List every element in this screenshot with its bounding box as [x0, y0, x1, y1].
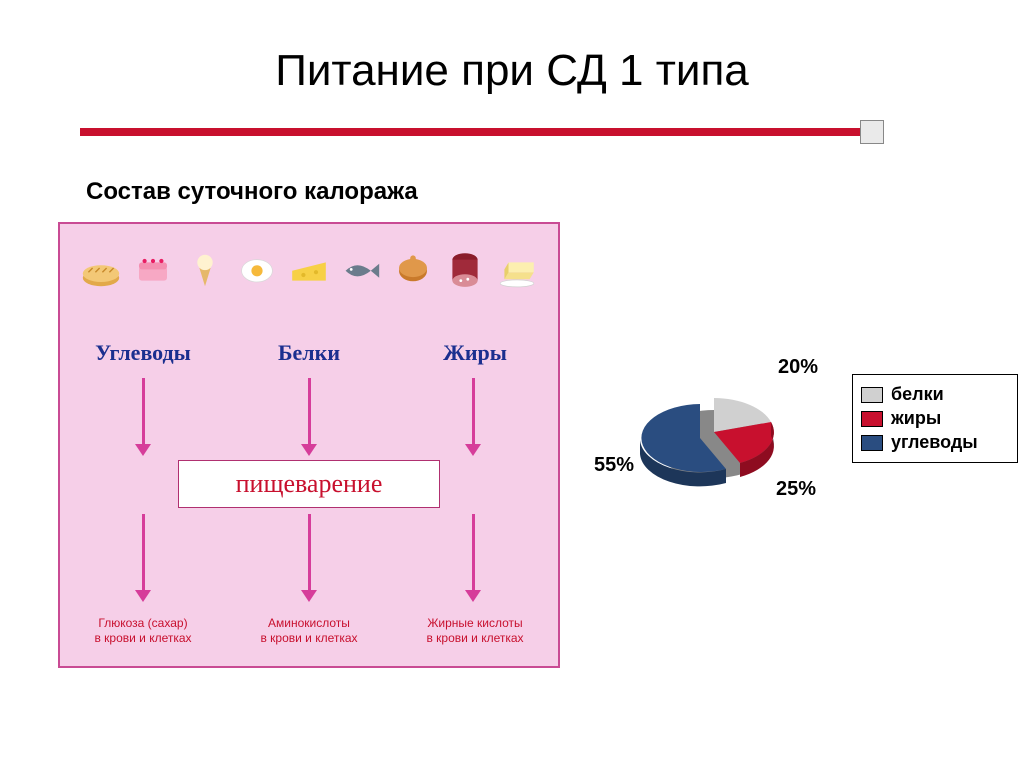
pie-label-carb: 55% — [594, 454, 634, 477]
legend-row-protein: белки — [861, 384, 1009, 405]
fish-icon — [340, 238, 382, 298]
subtitle: Состав суточного калоража — [86, 178, 418, 206]
output-carbs-line1: Глюкоза (сахар) — [98, 616, 187, 630]
output-row: Глюкоза (сахар) в крови и клетках Аминок… — [60, 616, 558, 646]
underline-cap — [860, 120, 884, 144]
legend-label-protein: белки — [891, 384, 944, 405]
macro-protein-label: Белки — [226, 340, 392, 366]
digestion-box: пищеварение — [178, 460, 440, 508]
icecream-icon — [184, 238, 226, 298]
output-protein-line1: Аминокислоты — [268, 616, 350, 630]
macro-fat-label: Жиры — [392, 340, 558, 366]
butter-icon — [496, 238, 538, 298]
food-row — [80, 238, 538, 320]
pie-chart — [622, 378, 786, 514]
sausage-icon — [444, 238, 486, 298]
slide-title: Питание при СД 1 типа — [0, 46, 1024, 96]
underline-bar — [80, 128, 860, 136]
pie-label-protein: 20% — [778, 356, 818, 379]
pie-svg — [622, 378, 786, 514]
output-carbs: Глюкоза (сахар) в крови и клетках — [60, 616, 226, 646]
egg-icon — [236, 238, 278, 298]
output-protein: Аминокислоты в крови и клетках — [226, 616, 392, 646]
panel-inner: Углеводы Белки Жиры пищеварение Глюк — [60, 224, 558, 666]
pie-label-fat: 25% — [776, 478, 816, 501]
arrow-col-carbs — [132, 374, 154, 624]
output-fat-line1: Жирные кислоты — [427, 616, 522, 630]
macro-row: Углеводы Белки Жиры — [60, 340, 558, 366]
legend-label-carb: углеводы — [891, 432, 978, 453]
cheese-icon — [288, 238, 330, 298]
legend-row-fat: жиры — [861, 408, 1009, 429]
legend-row-carb: углеводы — [861, 432, 1009, 453]
digestion-label: пищеварение — [236, 469, 383, 499]
legend-swatch-fat — [861, 411, 883, 427]
bread-icon — [80, 238, 122, 298]
pie-legend: белки жиры углеводы — [852, 374, 1018, 463]
legend-swatch-carb — [861, 435, 883, 451]
output-fat-line2: в крови и клетках — [426, 631, 523, 645]
legend-swatch-protein — [861, 387, 883, 403]
output-fat: Жирные кислоты в крови и клетках — [392, 616, 558, 646]
legend-label-fat: жиры — [891, 408, 941, 429]
slide: Питание при СД 1 типа Состав суточного к… — [0, 0, 1024, 768]
macro-carbs-label: Углеводы — [60, 340, 226, 366]
chicken-icon — [392, 238, 434, 298]
cake-icon — [132, 238, 174, 298]
nutrition-panel: Углеводы Белки Жиры пищеварение Глюк — [58, 222, 560, 668]
arrow-col-fat — [462, 374, 484, 624]
output-protein-line2: в крови и клетках — [260, 631, 357, 645]
output-carbs-line2: в крови и клетках — [94, 631, 191, 645]
title-underline — [80, 122, 940, 146]
